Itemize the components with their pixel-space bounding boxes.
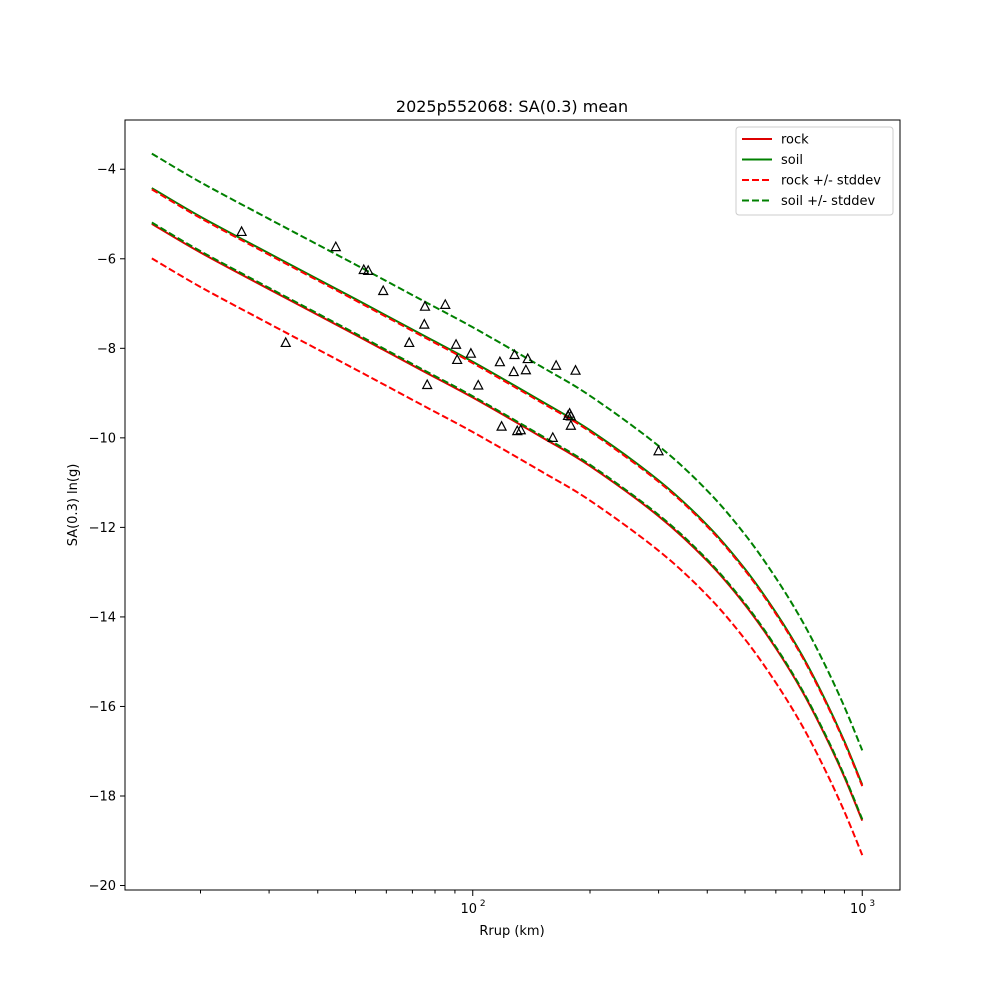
observation-point bbox=[565, 419, 577, 430]
x-tick-label: 10 bbox=[850, 902, 867, 917]
y-tick-label: −4 bbox=[97, 163, 116, 178]
observation-point bbox=[451, 353, 463, 365]
observation-point bbox=[419, 300, 431, 311]
observation-markers bbox=[236, 225, 665, 456]
observation-point bbox=[362, 264, 374, 275]
y-tick-label: −16 bbox=[89, 700, 116, 715]
legend-box bbox=[735, 126, 894, 216]
series-line-soil-stddev bbox=[151, 152, 864, 751]
observation-point bbox=[465, 347, 477, 358]
plot-area-frame bbox=[124, 119, 901, 891]
observation-point bbox=[280, 336, 292, 348]
observation-point bbox=[570, 364, 582, 375]
y-tick-label: −12 bbox=[89, 521, 116, 536]
series-line-soil bbox=[151, 187, 864, 786]
observation-point bbox=[472, 379, 484, 390]
y-tick-label: −14 bbox=[89, 610, 116, 625]
x-tick-exponent: 2 bbox=[480, 899, 486, 909]
observation-point bbox=[515, 423, 527, 435]
observation-point bbox=[418, 318, 430, 329]
y-tick-label: −8 bbox=[97, 342, 116, 357]
x-tick-exponent: 3 bbox=[869, 899, 875, 909]
y-tick-label: −20 bbox=[89, 879, 116, 894]
observation-point bbox=[547, 431, 559, 442]
observation-point bbox=[511, 424, 523, 436]
legend-label: soil +/- stddev bbox=[781, 194, 876, 209]
observation-point bbox=[450, 338, 462, 349]
y-axis: −20 −18 −16 −14 −12 −10 −8 −6 −4 bbox=[89, 163, 125, 894]
legend: rock soil rock +/- stddev soil +/- stddev bbox=[735, 126, 894, 216]
series-line-rock-stddev bbox=[151, 188, 864, 787]
plot-lines bbox=[151, 152, 864, 856]
observation-point bbox=[509, 348, 521, 360]
observation-point bbox=[421, 378, 433, 390]
observation-point bbox=[494, 355, 506, 367]
x-axis: 10 2 10 3 bbox=[199, 890, 875, 917]
observation-point bbox=[522, 352, 534, 364]
chart-title: 2025p552068: SA(0.3) mean bbox=[396, 97, 628, 116]
y-tick-label: −10 bbox=[89, 431, 116, 446]
observation-point bbox=[550, 359, 562, 370]
y-axis-label: SA(0.3) ln(g) bbox=[66, 464, 81, 547]
x-tick-label: 10 bbox=[460, 902, 477, 917]
x-axis-label: Rrup (km) bbox=[479, 924, 544, 939]
y-tick-label: −6 bbox=[97, 252, 116, 267]
legend-label: soil bbox=[781, 153, 803, 168]
legend-label: rock +/- stddev bbox=[781, 174, 881, 189]
observation-point bbox=[236, 225, 248, 237]
observation-point bbox=[520, 363, 532, 375]
series-line-soil-stddev bbox=[151, 221, 864, 820]
observation-point bbox=[330, 240, 342, 252]
observation-point bbox=[439, 298, 451, 309]
series-line-rock bbox=[151, 222, 864, 821]
observation-point bbox=[508, 365, 520, 377]
series-line-rock-stddev bbox=[151, 257, 864, 856]
legend-label: rock bbox=[781, 133, 809, 148]
y-tick-label: −18 bbox=[89, 789, 116, 804]
observation-point bbox=[496, 420, 508, 431]
observation-point bbox=[653, 444, 665, 456]
observation-point bbox=[403, 336, 415, 348]
observation-point bbox=[377, 284, 389, 296]
